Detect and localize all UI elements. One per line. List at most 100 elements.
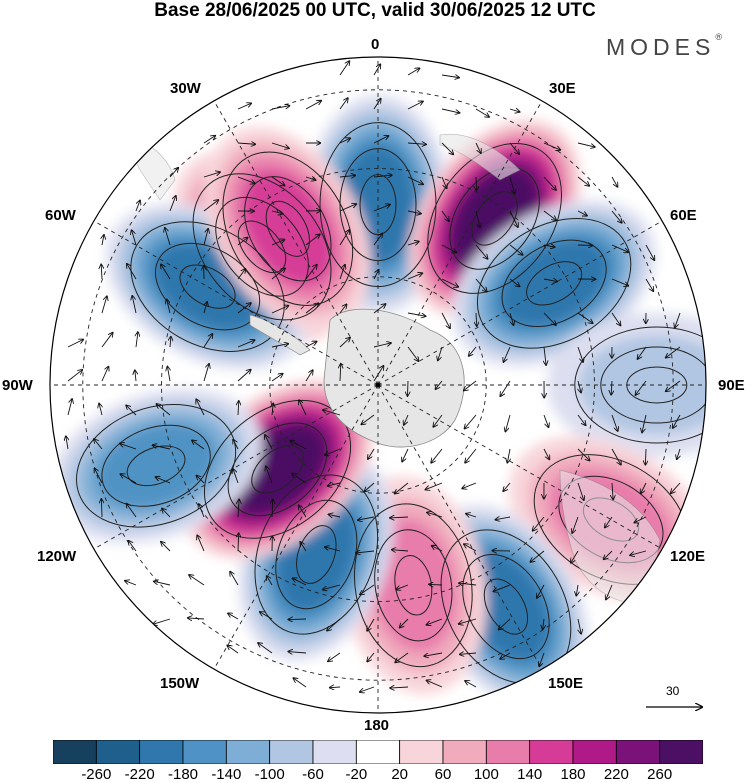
wind-arrow [288, 652, 307, 653]
wind-arrow [611, 176, 617, 187]
wind-arrow [170, 337, 171, 348]
wind-arrow [475, 142, 481, 153]
meridian-line [377, 384, 543, 670]
antarctic-peninsula [249, 314, 311, 356]
wind-arrow [605, 516, 613, 528]
wind-arrow [530, 550, 545, 562]
wind-arrow [464, 544, 477, 552]
wind-arrow [330, 687, 341, 688]
wind-arrow [373, 304, 386, 314]
wind-arrow [606, 584, 613, 600]
wind-arrow [120, 444, 137, 450]
wind-arrow [509, 312, 513, 325]
wind-arrow [305, 177, 316, 180]
wind-arrow [156, 404, 171, 416]
wind-arrow [671, 482, 681, 493]
wind-arrow [340, 364, 341, 382]
colorbar-tick-label: -100 [254, 766, 285, 783]
wind-arrow [645, 448, 646, 465]
wind-arrow [475, 210, 480, 227]
wind-arrow [127, 264, 137, 280]
wind-arrow [339, 230, 349, 246]
wind-arrow [305, 341, 317, 348]
wind-arrow [203, 334, 212, 348]
wind-arrow [509, 176, 515, 194]
wind-arrow [543, 618, 544, 629]
wind-arrow [507, 448, 510, 463]
wind-arrow [509, 109, 520, 112]
wind-arrow [162, 509, 171, 518]
wind-arrow [465, 414, 477, 429]
wind-arrow [290, 441, 307, 450]
wind-arrow [367, 618, 375, 631]
wind-arrow [576, 584, 578, 596]
map-title: Base 28/06/2025 00 UTC, valid 30/06/2025… [154, 0, 596, 21]
wind-arrow [292, 473, 307, 484]
wind-arrow [237, 143, 255, 144]
wind-arrow [407, 143, 426, 144]
wind-arrow [577, 482, 584, 500]
wind-arrow [132, 230, 137, 246]
wind-arrow [156, 477, 171, 484]
wind-arrow [230, 572, 239, 586]
wind-arrow [339, 304, 347, 314]
vector-reference-label: 30 [666, 684, 680, 698]
colorbar-swatch [529, 740, 574, 764]
wind-arrow [465, 448, 477, 463]
wind-arrow [271, 240, 284, 246]
wind-arrow [192, 440, 205, 450]
wind-arrow [101, 367, 108, 382]
wind-arrow [577, 176, 589, 186]
lon-label-60w: 60W [45, 207, 76, 224]
lon-label-120w: 120W [37, 548, 77, 565]
wind-arrow [233, 469, 239, 484]
colorbar [53, 740, 703, 764]
wind-arrow [356, 551, 375, 553]
south-pole-marker [375, 382, 381, 388]
wind-arrow [203, 229, 208, 246]
wind-arrow [265, 435, 273, 450]
lat-lon-grid [50, 57, 706, 713]
wind-arrow [400, 618, 409, 627]
wind-arrow [373, 64, 380, 76]
colorbar-swatch [95, 740, 141, 764]
wind-arrow [361, 414, 375, 424]
wind-arrow [305, 101, 321, 110]
wind-arrow [94, 468, 103, 484]
wind-arrow [429, 584, 443, 585]
wind-arrow [101, 264, 102, 280]
wind-arrow [323, 410, 341, 416]
wind-arrow [441, 176, 447, 188]
wind-arrow [305, 303, 319, 314]
wind-arrow [293, 578, 307, 586]
wind-arrow [339, 138, 350, 144]
wind-arrow [237, 340, 255, 348]
wind-vectors [66, 61, 680, 692]
wind-arrow [433, 414, 443, 427]
wind-arrow [373, 99, 381, 110]
wind-arrow [328, 483, 341, 486]
wind-arrow [272, 403, 273, 416]
height-contour [574, 326, 706, 444]
wind-arrow [271, 374, 283, 382]
wind-arrow [509, 210, 518, 227]
wind-arrow [238, 533, 239, 552]
wind-arrow [611, 244, 628, 252]
wind-arrow [339, 338, 350, 348]
wind-arrow [237, 269, 245, 280]
colorbar-tick-label: -180 [167, 766, 199, 783]
colorbar-tick-label: -220 [124, 766, 155, 783]
lon-label-90e: 90E [718, 377, 745, 394]
wind-arrow [120, 474, 137, 484]
wind-arrow [635, 380, 647, 395]
wind-arrow [543, 312, 556, 325]
height-contour [462, 553, 550, 660]
wind-arrow [543, 142, 560, 150]
wind-arrow [102, 235, 104, 246]
colorbar-swatch [225, 740, 271, 764]
wind-arrow [666, 346, 681, 358]
antarctica-landmass [323, 308, 465, 448]
wind-arrow [395, 652, 409, 662]
wind-arrow [500, 652, 511, 659]
wind-arrow [441, 278, 458, 287]
